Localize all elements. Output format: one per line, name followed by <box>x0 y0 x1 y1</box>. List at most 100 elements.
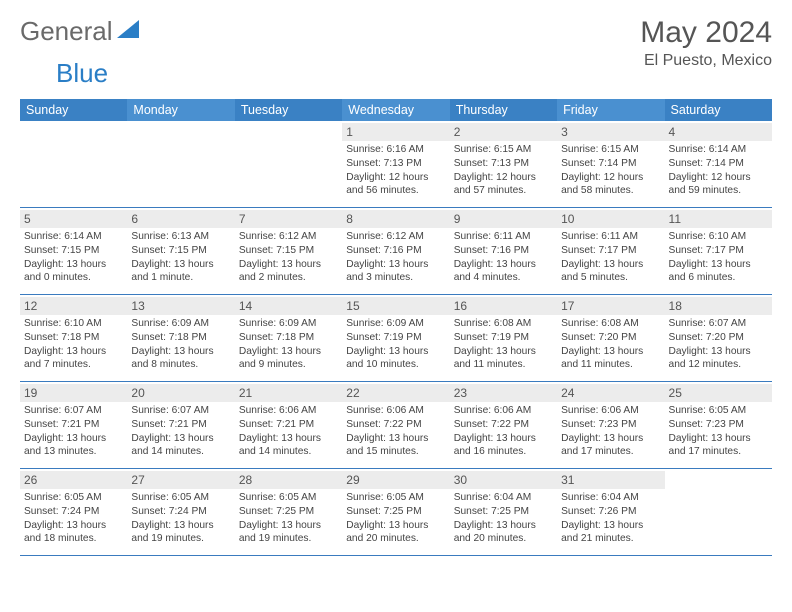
day-cell: 10 Sunrise: 6:11 AMSunset: 7:17 PMDayligh… <box>557 208 664 294</box>
day-cell: 30 Sunrise: 6:04 AMSunset: 7:25 PMDayligh… <box>450 469 557 555</box>
day-cell: 27 Sunrise: 6:05 AMSunset: 7:24 PMDayligh… <box>127 469 234 555</box>
day-cell: 9 Sunrise: 6:11 AMSunset: 7:16 PMDaylight… <box>450 208 557 294</box>
day-info: Sunrise: 6:07 AMSunset: 7:21 PMDaylight:… <box>131 404 230 459</box>
day-cell <box>665 469 772 555</box>
day-of-week-header: Saturday <box>665 99 772 121</box>
day-cell: 2 Sunrise: 6:15 AMSunset: 7:13 PMDaylight… <box>450 121 557 207</box>
day-cell: 31Sunrise: 6:04 AMSunset: 7:26 PMDayligh… <box>557 469 664 555</box>
day-number: 19 <box>20 384 127 402</box>
day-number: 22 <box>342 384 449 402</box>
day-number: 12 <box>20 297 127 315</box>
day-cell: 22 Sunrise: 6:06 AMSunset: 7:22 PMDayligh… <box>342 382 449 468</box>
day-of-week-header: Thursday <box>450 99 557 121</box>
day-number: 13 <box>127 297 234 315</box>
day-number: 20 <box>127 384 234 402</box>
week-row: 12 Sunrise: 6:10 AMSunset: 7:18 PMDayligh… <box>20 295 772 382</box>
week-row: 26Sunrise: 6:05 AMSunset: 7:24 PMDayligh… <box>20 469 772 556</box>
day-info: Sunrise: 6:10 AMSunset: 7:17 PMDaylight:… <box>669 230 768 285</box>
day-cell: 16 Sunrise: 6:08 AMSunset: 7:19 PMDayligh… <box>450 295 557 381</box>
day-of-week-header: Tuesday <box>235 99 342 121</box>
day-info: Sunrise: 6:16 AMSunset: 7:13 PMDaylight:… <box>346 143 445 198</box>
day-info: Sunrise: 6:08 AMSunset: 7:19 PMDaylight:… <box>454 317 553 372</box>
day-cell: 24Sunrise: 6:06 AMSunset: 7:23 PMDayligh… <box>557 382 664 468</box>
day-info: Sunrise: 6:05 AMSunset: 7:25 PMDaylight:… <box>239 491 338 546</box>
day-number: 4 <box>665 123 772 141</box>
day-cell: 14Sunrise: 6:09 AMSunset: 7:18 PMDayligh… <box>235 295 342 381</box>
weeks-container: 1Sunrise: 6:16 AMSunset: 7:13 PMDaylight… <box>20 121 772 556</box>
calendar-grid: SundayMondayTuesdayWednesdayThursdayFrid… <box>20 99 772 556</box>
day-number: 8 <box>342 210 449 228</box>
page-location: El Puesto, Mexico <box>640 52 772 70</box>
day-of-week-header: Monday <box>127 99 234 121</box>
day-info: Sunrise: 6:11 AMSunset: 7:17 PMDaylight:… <box>561 230 660 285</box>
day-number: 18 <box>665 297 772 315</box>
day-number: 16 <box>450 297 557 315</box>
day-info: Sunrise: 6:09 AMSunset: 7:18 PMDaylight:… <box>239 317 338 372</box>
day-info: Sunrise: 6:10 AMSunset: 7:18 PMDaylight:… <box>24 317 123 372</box>
day-info: Sunrise: 6:06 AMSunset: 7:21 PMDaylight:… <box>239 404 338 459</box>
day-info: Sunrise: 6:06 AMSunset: 7:22 PMDaylight:… <box>346 404 445 459</box>
day-info: Sunrise: 6:09 AMSunset: 7:19 PMDaylight:… <box>346 317 445 372</box>
day-cell: 17Sunrise: 6:08 AMSunset: 7:20 PMDayligh… <box>557 295 664 381</box>
day-cell: 21Sunrise: 6:06 AMSunset: 7:21 PMDayligh… <box>235 382 342 468</box>
day-number: 9 <box>450 210 557 228</box>
page-title: May 2024 <box>640 16 772 50</box>
day-info: Sunrise: 6:05 AMSunset: 7:24 PMDaylight:… <box>131 491 230 546</box>
day-number: 10 <box>557 210 664 228</box>
day-info: Sunrise: 6:06 AMSunset: 7:22 PMDaylight:… <box>454 404 553 459</box>
day-cell <box>235 121 342 207</box>
day-cell: 6 Sunrise: 6:13 AMSunset: 7:15 PMDaylight… <box>127 208 234 294</box>
week-row: 5Sunrise: 6:14 AMSunset: 7:15 PMDaylight… <box>20 208 772 295</box>
day-number: 7 <box>235 210 342 228</box>
week-row: 19Sunrise: 6:07 AMSunset: 7:21 PMDayligh… <box>20 382 772 469</box>
day-info: Sunrise: 6:14 AMSunset: 7:14 PMDaylight:… <box>669 143 768 198</box>
day-of-week-header-row: SundayMondayTuesdayWednesdayThursdayFrid… <box>20 99 772 121</box>
day-info: Sunrise: 6:08 AMSunset: 7:20 PMDaylight:… <box>561 317 660 372</box>
day-cell: 23 Sunrise: 6:06 AMSunset: 7:22 PMDayligh… <box>450 382 557 468</box>
day-number: 15 <box>342 297 449 315</box>
day-cell <box>20 121 127 207</box>
day-info: Sunrise: 6:12 AMSunset: 7:16 PMDaylight:… <box>346 230 445 285</box>
brand-triangle-icon <box>117 20 139 43</box>
day-cell: 1Sunrise: 6:16 AMSunset: 7:13 PMDaylight… <box>342 121 449 207</box>
brand-logo: General <box>20 16 141 47</box>
day-cell: 13 Sunrise: 6:09 AMSunset: 7:18 PMDayligh… <box>127 295 234 381</box>
day-cell: 26Sunrise: 6:05 AMSunset: 7:24 PMDayligh… <box>20 469 127 555</box>
day-cell: 29Sunrise: 6:05 AMSunset: 7:25 PMDayligh… <box>342 469 449 555</box>
day-of-week-header: Sunday <box>20 99 127 121</box>
day-info: Sunrise: 6:15 AMSunset: 7:14 PMDaylight:… <box>561 143 660 198</box>
day-cell: 19 Sunrise: 6:07 AMSunset: 7:21 PMDayligh… <box>20 382 127 468</box>
day-number: 5 <box>20 210 127 228</box>
day-info: Sunrise: 6:09 AMSunset: 7:18 PMDaylight:… <box>131 317 230 372</box>
day-cell: 25Sunrise: 6:05 AMSunset: 7:23 PMDayligh… <box>665 382 772 468</box>
day-info: Sunrise: 6:04 AMSunset: 7:26 PMDaylight:… <box>561 491 660 546</box>
day-number: 27 <box>127 471 234 489</box>
day-number: 2 <box>450 123 557 141</box>
day-number: 30 <box>450 471 557 489</box>
day-info: Sunrise: 6:11 AMSunset: 7:16 PMDaylight:… <box>454 230 553 285</box>
day-number: 3 <box>557 123 664 141</box>
day-cell: 11Sunrise: 6:10 AMSunset: 7:17 PMDayligh… <box>665 208 772 294</box>
day-cell <box>127 121 234 207</box>
brand-text-gray: General <box>20 16 113 47</box>
title-block: May 2024 El Puesto, Mexico <box>640 16 772 70</box>
day-cell: 15 Sunrise: 6:09 AMSunset: 7:19 PMDayligh… <box>342 295 449 381</box>
day-number: 26 <box>20 471 127 489</box>
day-info: Sunrise: 6:07 AMSunset: 7:21 PMDaylight:… <box>24 404 123 459</box>
day-cell: 12 Sunrise: 6:10 AMSunset: 7:18 PMDayligh… <box>20 295 127 381</box>
day-number: 25 <box>665 384 772 402</box>
day-info: Sunrise: 6:04 AMSunset: 7:25 PMDaylight:… <box>454 491 553 546</box>
day-number: 23 <box>450 384 557 402</box>
day-info: Sunrise: 6:13 AMSunset: 7:15 PMDaylight:… <box>131 230 230 285</box>
day-cell: 4 Sunrise: 6:14 AMSunset: 7:14 PMDaylight… <box>665 121 772 207</box>
day-cell: 20 Sunrise: 6:07 AMSunset: 7:21 PMDayligh… <box>127 382 234 468</box>
day-info: Sunrise: 6:07 AMSunset: 7:20 PMDaylight:… <box>669 317 768 372</box>
day-cell: 18 Sunrise: 6:07 AMSunset: 7:20 PMDayligh… <box>665 295 772 381</box>
day-cell: 28Sunrise: 6:05 AMSunset: 7:25 PMDayligh… <box>235 469 342 555</box>
day-cell: 5Sunrise: 6:14 AMSunset: 7:15 PMDaylight… <box>20 208 127 294</box>
day-info: Sunrise: 6:15 AMSunset: 7:13 PMDaylight:… <box>454 143 553 198</box>
day-of-week-header: Friday <box>557 99 664 121</box>
day-info: Sunrise: 6:05 AMSunset: 7:25 PMDaylight:… <box>346 491 445 546</box>
day-cell: 8 Sunrise: 6:12 AMSunset: 7:16 PMDaylight… <box>342 208 449 294</box>
day-number: 6 <box>127 210 234 228</box>
